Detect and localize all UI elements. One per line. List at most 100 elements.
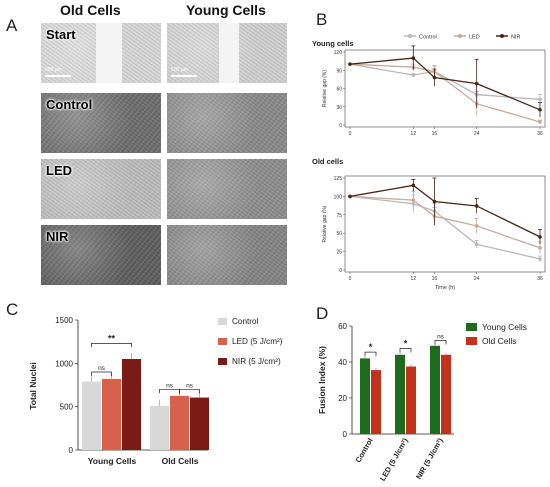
x-tick-label: 36 <box>537 131 543 137</box>
significance-bracket <box>364 351 377 357</box>
legend-label-0: Control <box>232 317 259 326</box>
y-tick-label: 25 <box>336 250 342 256</box>
bar-2-1 <box>441 354 451 434</box>
scale-bar <box>171 75 197 77</box>
y-tick-label: 40 <box>338 358 347 367</box>
y-tick-label: 1500 <box>55 316 73 325</box>
bar-0-0 <box>360 358 370 434</box>
micrograph-led-young <box>166 158 288 220</box>
significance-bracket <box>399 348 412 353</box>
y-tick-label: 100 <box>334 194 343 200</box>
category-label: LED (5 J/cm²) <box>378 436 410 482</box>
data-point-led <box>474 224 479 228</box>
legend-label-led: LED <box>469 35 480 41</box>
data-point-nir <box>411 183 416 188</box>
significance-bracket <box>179 388 200 394</box>
legend-marker-control <box>408 34 412 38</box>
bar-young-cells-1 <box>102 378 121 450</box>
significance-label-old-led: ns <box>166 382 174 389</box>
data-point-led <box>538 246 542 250</box>
y-tick-label: 60 <box>336 87 342 93</box>
data-point-nir <box>538 235 542 239</box>
x-tick-label: 0 <box>349 276 352 282</box>
y-axis-label: Total Nuclei <box>28 362 38 410</box>
significance-label-young-led: ns <box>98 365 106 372</box>
y-tick-label: 60 <box>338 322 347 331</box>
legend-label-0: Young Cells <box>482 322 527 332</box>
x-tick-label: 12 <box>411 131 417 137</box>
y-tick-label: 90 <box>336 68 342 74</box>
bar-old-cells-0 <box>150 405 169 450</box>
data-point-nir <box>348 194 352 199</box>
y-axis-label: Relative gap (%) <box>322 205 328 242</box>
bar-1-1 <box>406 366 416 434</box>
micrograph-led-old: LED <box>40 158 162 220</box>
x-tick-label: 16 <box>432 131 438 137</box>
category-label: Young Cells <box>88 456 137 466</box>
data-point-control <box>411 73 416 77</box>
x-tick-label: 0 <box>349 131 352 137</box>
legend-swatch-2 <box>218 358 227 365</box>
y-tick-label: 0 <box>339 268 342 274</box>
significance-bracket <box>434 340 447 345</box>
legend-label-nir: NIR <box>511 35 521 41</box>
micrograph-start-young: 500 µm <box>166 22 288 84</box>
legend-swatch-0 <box>218 318 227 325</box>
data-point-nir <box>348 62 352 66</box>
data-point-nir <box>411 56 416 60</box>
panel-c-chart: 0 500 1000 1500 Total Nuclei Young Cells Old C… <box>28 316 283 466</box>
data-point-control <box>474 242 479 247</box>
panel-d-chart: 0 20 40 60 Fusion Index (%) Control LED (5 J/c… <box>317 322 527 483</box>
x-tick-label: 24 <box>474 276 480 282</box>
significance-label-old-nir: ns <box>186 382 194 389</box>
y-tick-label: 500 <box>60 403 74 412</box>
legend-marker-nir <box>500 34 504 38</box>
y-tick-label: 30 <box>336 105 342 111</box>
bar-old-cells-1 <box>170 395 189 450</box>
y-tick-label: 0 <box>339 123 342 129</box>
panel-label-a: A <box>6 16 18 35</box>
y-tick-label: 0 <box>343 430 348 439</box>
micrograph-start-old: 500 µm Start <box>40 22 162 84</box>
plot-frame <box>344 175 546 273</box>
scale-bar-label: 500 µm <box>171 67 188 73</box>
significance-label-led: * <box>404 339 408 349</box>
y-tick-label: 125 <box>334 176 343 182</box>
legend-swatch-0 <box>466 323 477 331</box>
category-label: NIR (5 J/cm²) <box>414 436 445 481</box>
data-point-nir <box>474 81 479 86</box>
series-line-led <box>349 195 541 249</box>
series-line-control <box>349 195 541 260</box>
row-label-start: Start <box>46 27 76 42</box>
series-line-led <box>349 63 541 123</box>
significance-bracket <box>91 371 112 376</box>
y-tick-label: 120 <box>334 50 343 56</box>
y-tick-label: 0 <box>69 446 74 455</box>
legend-swatch-1 <box>466 337 477 345</box>
scale-bar-label: 500 µm <box>45 67 62 73</box>
column-header-old-cells: Old Cells <box>60 2 121 18</box>
data-point-nir <box>538 107 542 112</box>
bar-0-1 <box>371 370 381 434</box>
chart-title: Young cells <box>312 39 354 48</box>
x-tick-label: 16 <box>432 276 438 282</box>
row-label-nir: NIR <box>46 229 69 244</box>
significance-label-young-nir: ** <box>108 333 116 343</box>
legend-label-control: Control <box>419 35 437 41</box>
row-label-led: LED <box>46 163 72 178</box>
data-point-nir <box>474 204 479 208</box>
category-label: Control <box>354 437 375 465</box>
legend-label-1: Old Cells <box>482 336 516 346</box>
y-tick-label: 1000 <box>55 359 73 368</box>
bar-young-cells-2 <box>122 359 141 450</box>
scratch-gap <box>219 23 239 83</box>
micrograph-control-young <box>166 92 288 154</box>
legend-swatch-1 <box>218 338 227 345</box>
chart-title: Old cells <box>312 157 343 166</box>
legend-marker-led <box>458 34 462 38</box>
x-tick-label: 36 <box>537 276 543 282</box>
significance-bracket <box>91 343 132 348</box>
bar-young-cells-0 <box>82 381 101 450</box>
micrograph-nir-old: NIR <box>40 224 162 286</box>
bar-1-0 <box>395 354 405 434</box>
